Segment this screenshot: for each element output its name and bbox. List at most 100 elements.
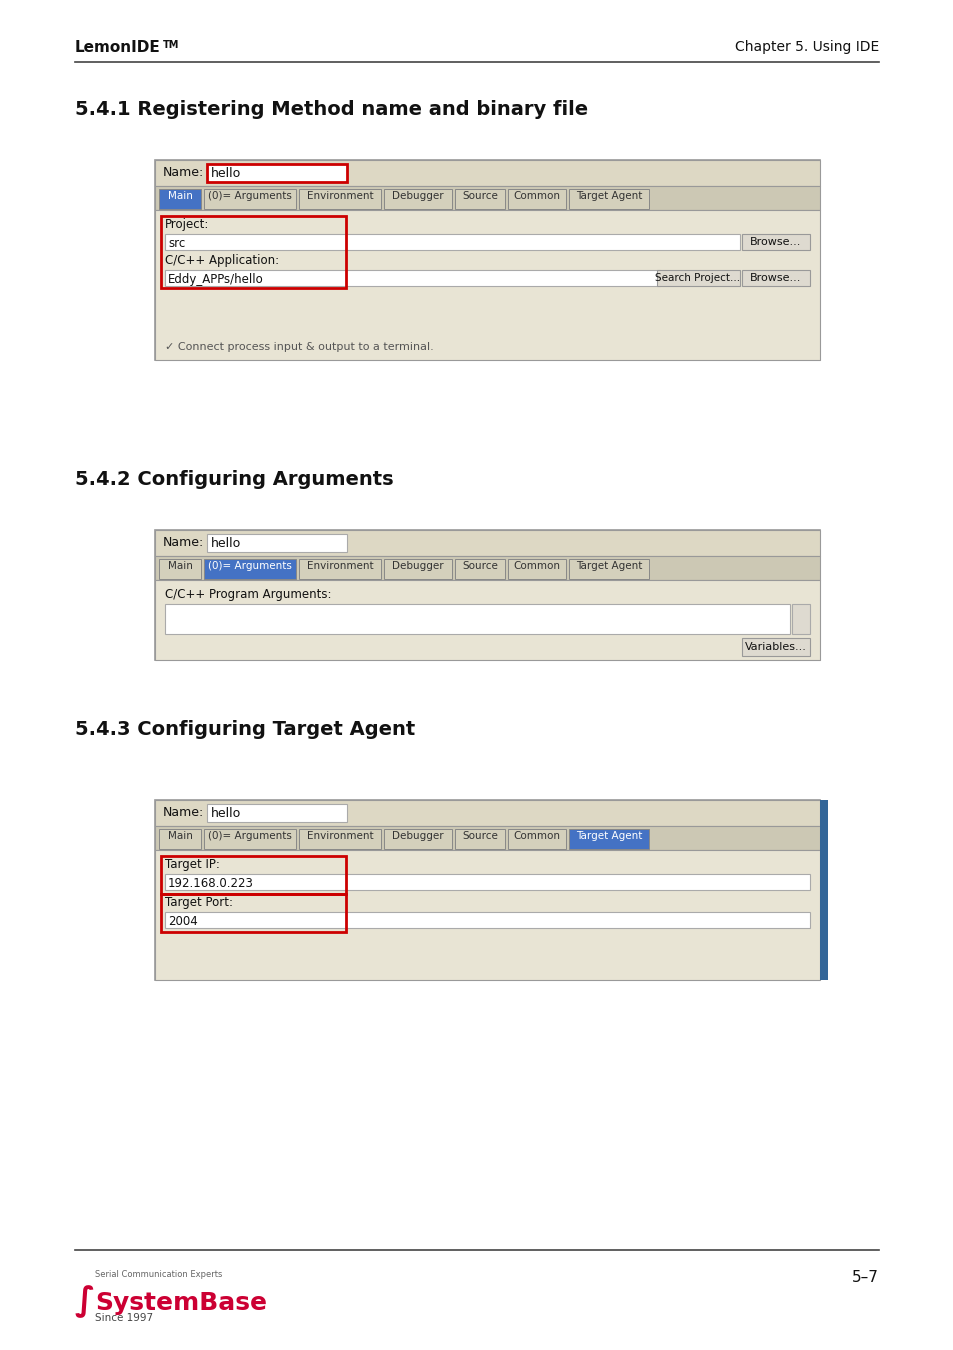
- Bar: [154, 161, 820, 186]
- Text: Search Project...: Search Project...: [655, 273, 740, 284]
- Text: hello: hello: [211, 537, 241, 549]
- Bar: [741, 639, 809, 656]
- Bar: [207, 535, 347, 552]
- Bar: [298, 189, 380, 209]
- Text: Common: Common: [513, 190, 560, 201]
- Text: Name:: Name:: [163, 166, 204, 180]
- Bar: [154, 186, 820, 211]
- Bar: [507, 559, 565, 579]
- Text: SystemBase: SystemBase: [95, 1291, 267, 1315]
- Bar: [384, 559, 452, 579]
- Text: Browse...: Browse...: [749, 238, 801, 247]
- Text: (0)= Arguments: (0)= Arguments: [208, 562, 292, 571]
- Bar: [455, 189, 504, 209]
- Bar: [159, 829, 201, 849]
- Text: Eddy_APPs/hello: Eddy_APPs/hello: [168, 273, 263, 286]
- Bar: [161, 856, 346, 894]
- Text: 2004: 2004: [168, 915, 197, 927]
- Text: Name:: Name:: [163, 536, 204, 549]
- Bar: [507, 189, 565, 209]
- Bar: [154, 801, 820, 980]
- Bar: [298, 559, 380, 579]
- Bar: [161, 894, 346, 931]
- Bar: [568, 189, 648, 209]
- Text: Source: Source: [461, 190, 497, 201]
- Bar: [165, 234, 740, 250]
- Bar: [455, 559, 504, 579]
- Text: 5.4.1 Registering Method name and binary file: 5.4.1 Registering Method name and binary…: [75, 100, 587, 119]
- Bar: [154, 531, 820, 556]
- Text: src: src: [168, 238, 185, 250]
- Bar: [741, 270, 809, 286]
- Text: ∫: ∫: [75, 1285, 95, 1318]
- Text: Browse...: Browse...: [749, 273, 801, 284]
- Text: Name:: Name:: [163, 806, 204, 819]
- Bar: [568, 829, 648, 849]
- Text: 5–7: 5–7: [851, 1270, 878, 1285]
- Bar: [204, 559, 295, 579]
- Text: (0)= Arguments: (0)= Arguments: [208, 832, 292, 841]
- Bar: [657, 270, 740, 286]
- Bar: [207, 163, 347, 182]
- Text: Common: Common: [513, 832, 560, 841]
- Bar: [161, 216, 346, 288]
- Bar: [165, 873, 809, 890]
- Bar: [154, 556, 820, 580]
- Text: Common: Common: [513, 562, 560, 571]
- Text: Main: Main: [168, 832, 193, 841]
- Text: (0)= Arguments: (0)= Arguments: [208, 190, 292, 201]
- Text: Main: Main: [168, 562, 193, 571]
- Bar: [384, 189, 452, 209]
- Text: Source: Source: [461, 562, 497, 571]
- Text: ✓ Connect process input & output to a terminal.: ✓ Connect process input & output to a te…: [165, 342, 434, 352]
- Text: C/C++ Application:: C/C++ Application:: [165, 254, 279, 267]
- Text: Source: Source: [461, 832, 497, 841]
- Bar: [204, 829, 295, 849]
- Text: hello: hello: [211, 807, 241, 819]
- Text: Main: Main: [168, 190, 193, 201]
- Bar: [154, 161, 820, 360]
- Bar: [455, 829, 504, 849]
- Text: Since 1997: Since 1997: [95, 1314, 153, 1323]
- Bar: [154, 531, 820, 660]
- Text: Environment: Environment: [306, 190, 373, 201]
- Text: Environment: Environment: [306, 562, 373, 571]
- Bar: [165, 913, 809, 927]
- Bar: [568, 559, 648, 579]
- Bar: [741, 234, 809, 250]
- Bar: [154, 211, 820, 360]
- Text: hello: hello: [211, 167, 241, 180]
- Text: Debugger: Debugger: [392, 562, 443, 571]
- Text: Target Agent: Target Agent: [576, 562, 641, 571]
- Text: Debugger: Debugger: [392, 190, 443, 201]
- Bar: [298, 829, 380, 849]
- Text: 5.4.2 Configuring Arguments: 5.4.2 Configuring Arguments: [75, 470, 394, 489]
- Text: Serial Communication Experts: Serial Communication Experts: [95, 1270, 222, 1278]
- Text: Target Agent: Target Agent: [576, 190, 641, 201]
- Text: Debugger: Debugger: [392, 832, 443, 841]
- Bar: [207, 805, 347, 822]
- Bar: [204, 189, 295, 209]
- Bar: [820, 801, 827, 980]
- Bar: [791, 603, 809, 634]
- Text: Target Port:: Target Port:: [165, 896, 233, 909]
- Bar: [165, 603, 789, 634]
- Bar: [507, 829, 565, 849]
- Text: Target Agent: Target Agent: [576, 832, 641, 841]
- Bar: [154, 850, 820, 980]
- Text: LemonIDE: LemonIDE: [75, 40, 161, 55]
- Bar: [159, 559, 201, 579]
- Bar: [159, 189, 201, 209]
- Bar: [154, 801, 820, 826]
- Text: TM: TM: [163, 40, 179, 50]
- Bar: [384, 829, 452, 849]
- Text: 5.4.3 Configuring Target Agent: 5.4.3 Configuring Target Agent: [75, 720, 415, 738]
- Bar: [154, 580, 820, 660]
- Text: Project:: Project:: [165, 217, 209, 231]
- Bar: [154, 826, 820, 850]
- Text: C/C++ Program Arguments:: C/C++ Program Arguments:: [165, 589, 331, 601]
- Text: Chapter 5. Using IDE: Chapter 5. Using IDE: [734, 40, 878, 54]
- Text: Target IP:: Target IP:: [165, 859, 219, 871]
- Bar: [165, 270, 659, 286]
- Text: 192.168.0.223: 192.168.0.223: [168, 878, 253, 890]
